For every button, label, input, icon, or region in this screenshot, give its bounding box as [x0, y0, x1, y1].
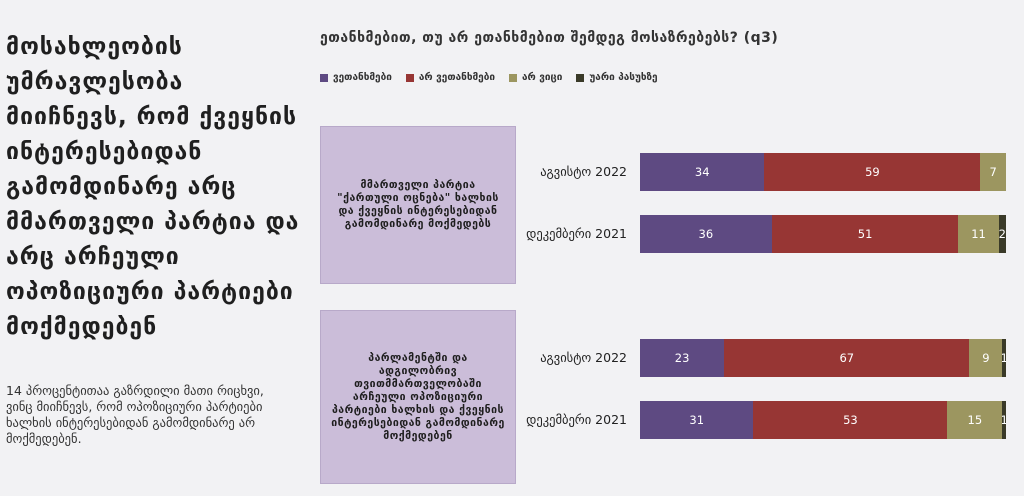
legend-label-0: ვეთანხმები	[333, 72, 392, 83]
row-label: დეკემბერი 2021	[526, 226, 627, 241]
bar-segment-ვეთანხმები: 34	[640, 153, 765, 191]
legend-swatch-2	[509, 73, 517, 82]
legend-item-1: არ ვეთანხმები	[405, 72, 495, 83]
legend-swatch-1	[405, 73, 414, 82]
bar-segment-არ ვიცი: 7	[980, 153, 1006, 191]
legend-item-2: არ ვიცი	[509, 72, 562, 83]
legend-item-3: უარი პასუხზე	[576, 72, 658, 83]
bar-segment-არ ვიცი: 9	[969, 339, 1003, 377]
bar-segment-არ ვიცი: 15	[947, 401, 1003, 439]
bar-segment-ვეთანხმები: 36	[640, 215, 772, 253]
page-headline: მოსახლეობის უმრავლესობა მიიჩნევს, რომ ქვ…	[6, 34, 300, 340]
bar-segment-ვეთანხმები: 23	[640, 339, 725, 377]
bar-segment-არ ვეთანხმები: 59	[764, 153, 981, 191]
bar-segment-არ ვეთანხმები: 51	[771, 215, 959, 253]
bar-segment-უარი პასუხზე: 2	[998, 215, 1006, 253]
group-label-1: პარლამენტში და ადგილობრივ თვითმმართველობ…	[320, 310, 516, 484]
row-label: აგვისტო 2022	[540, 164, 627, 179]
bar-segment-უარი პასუხზე: 1	[1002, 339, 1006, 377]
legend-label-2: არ ვიცი	[522, 72, 563, 83]
chart-title: ეთანხმებით, თუ არ ეთანხმებით შემდეგ მოსა…	[320, 30, 779, 46]
group-label-0: მმართველი პარტია "ქართული ოცნება" ხალხის…	[320, 126, 516, 284]
headline-note: 14 პროცენტითაა გაზრდილი მათი რიცხვი, ვინ…	[6, 383, 264, 446]
bar-row: 236791	[640, 339, 1006, 377]
legend-swatch-3	[576, 73, 585, 82]
bar-segment-არ ვეთანხმები: 67	[724, 339, 970, 377]
bar-segment-არ ვიცი: 11	[958, 215, 999, 253]
bar-row: 34 59 7	[640, 153, 1006, 191]
legend-item-0: ვეთანხმები	[320, 72, 392, 83]
bar-segment-არ ვეთანხმები: 53	[753, 401, 948, 439]
row-label: დეკემბერი 2021	[526, 412, 627, 427]
legend-label-1: არ ვეთანხმები	[418, 72, 495, 83]
chart-legend: ვეთანხმები არ ვეთანხმები არ ვიცი უარი პასუხ…	[320, 72, 658, 83]
legend-label-3: უარი პასუხზე	[589, 72, 658, 83]
legend-swatch-0	[320, 73, 328, 82]
bar-row: 3153151	[640, 401, 1006, 439]
row-label: აგვისტო 2022	[540, 350, 627, 365]
bar-row: 36 51 11 2	[640, 215, 1006, 253]
bar-segment-ვეთანხმები: 31	[640, 401, 754, 439]
bar-segment-უარი პასუხზე: 1	[1002, 401, 1006, 439]
